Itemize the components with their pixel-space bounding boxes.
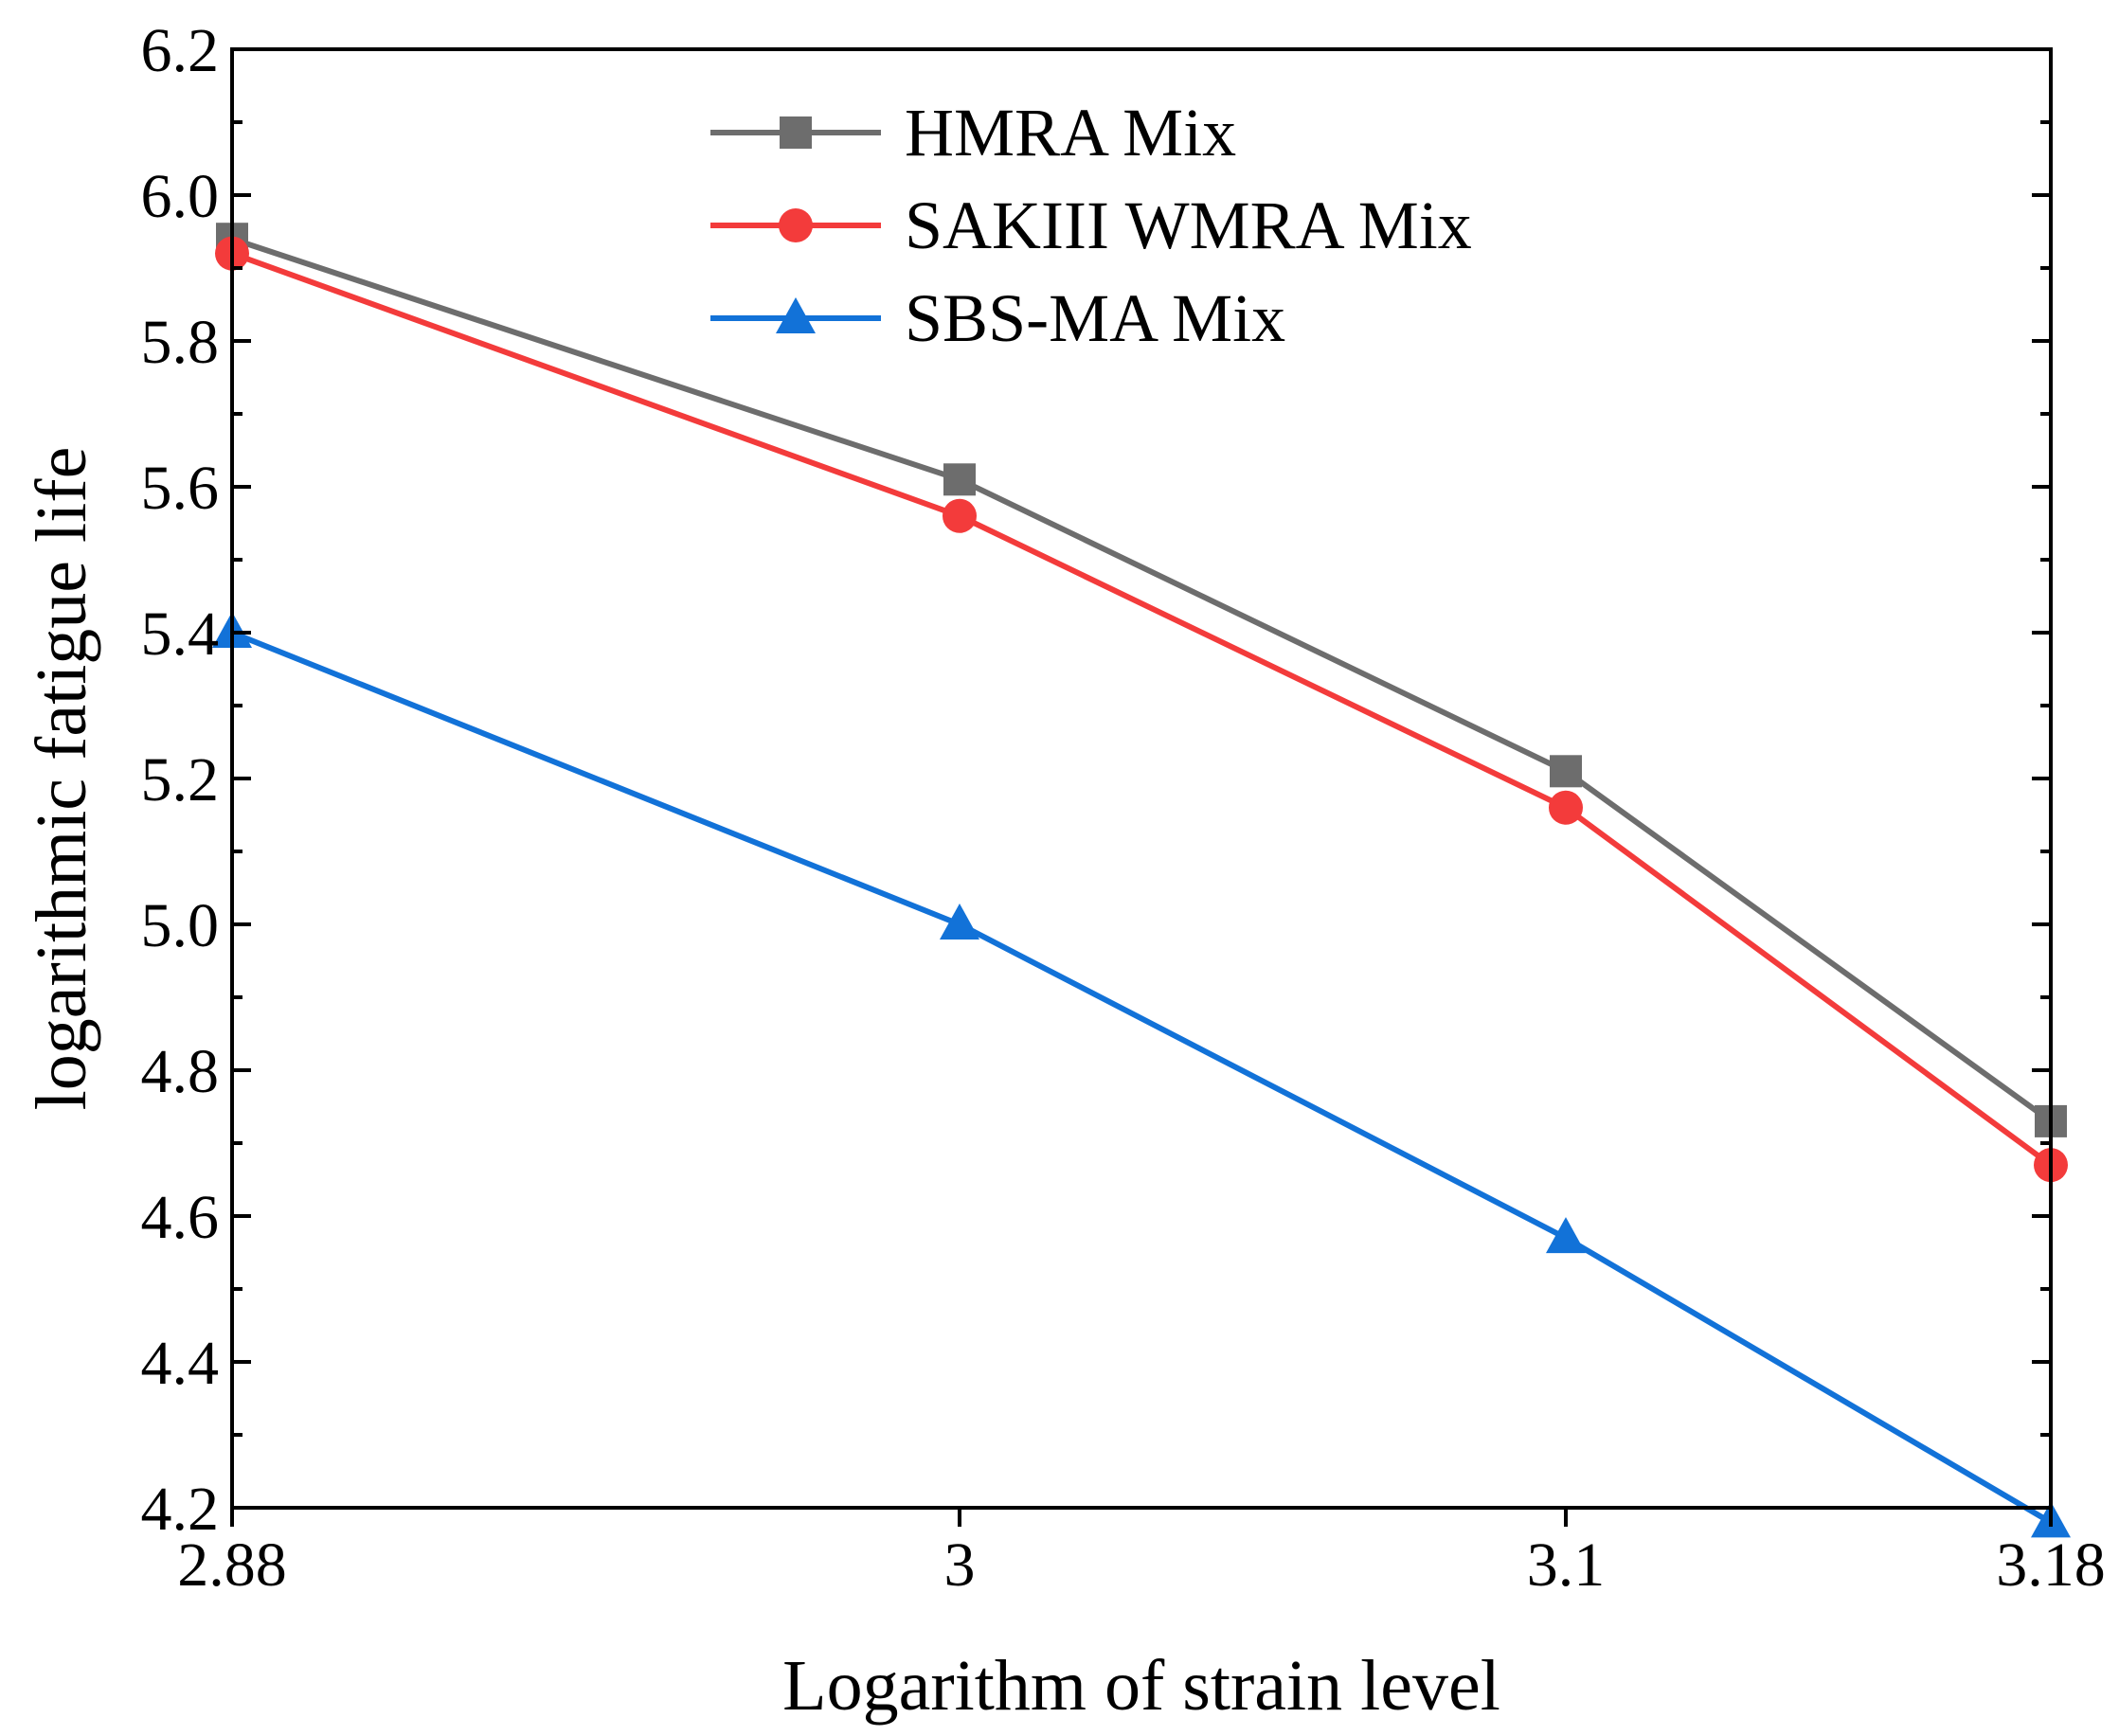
x-tick-label: 2.88 [177, 1530, 287, 1600]
y-tick-label: 4.4 [141, 1329, 220, 1398]
y-tick-label: 5.2 [141, 745, 220, 814]
series-1-point [943, 498, 977, 533]
legend-label-1: SAKIII WMRA Mix [905, 188, 1472, 263]
series-line-0 [231, 236, 2053, 1124]
series-1-point [1549, 790, 1583, 825]
y-tick-label: 4.6 [141, 1183, 220, 1252]
series-layer [212, 223, 2071, 1538]
series-2-point [940, 904, 979, 940]
legend-label-2: SBS-MA Mix [905, 280, 1285, 356]
y-tick-label: 4.8 [141, 1037, 220, 1106]
series-line-1 [230, 250, 2053, 1168]
legend: HMRA Mix SAKIII WMRA Mix SBS-MA Mix [710, 95, 1472, 356]
series-2-point [1546, 1217, 1586, 1254]
y-tick-label: 6.2 [141, 16, 220, 85]
legend-label-0: HMRA Mix [905, 95, 1236, 170]
x-tick-label: 3.1 [1527, 1530, 1606, 1600]
plot-frame [230, 47, 2053, 1510]
series-line-2 [230, 630, 2053, 1525]
legend-marker-1 [779, 208, 813, 242]
x-tick-label: 3.18 [1996, 1530, 2106, 1600]
y-tick-label: 4.2 [141, 1475, 220, 1544]
y-tick-label: 5.6 [141, 454, 220, 523]
series-0-point [1550, 755, 1582, 788]
y-tick-label: 5.4 [141, 600, 220, 669]
x-tick-label: 3 [944, 1530, 976, 1600]
legend-marker-0 [780, 116, 812, 149]
y-axis-title: logarithmic fatigue life [22, 447, 101, 1111]
series-0-point [943, 463, 976, 496]
y-tick-label: 6.0 [141, 162, 220, 231]
x-axis-title: Logarithm of strain level [782, 1646, 1500, 1726]
y-tick-label: 5.0 [141, 891, 220, 960]
axis-ticks: 4.2 4.4 4.6 4.8 5.0 5.2 5.4 5.6 5.8 6.0 6.2 2.88 3 3.… [141, 16, 2106, 1600]
y-tick-label: 5.8 [141, 308, 220, 377]
legend-marker-2 [776, 297, 816, 333]
